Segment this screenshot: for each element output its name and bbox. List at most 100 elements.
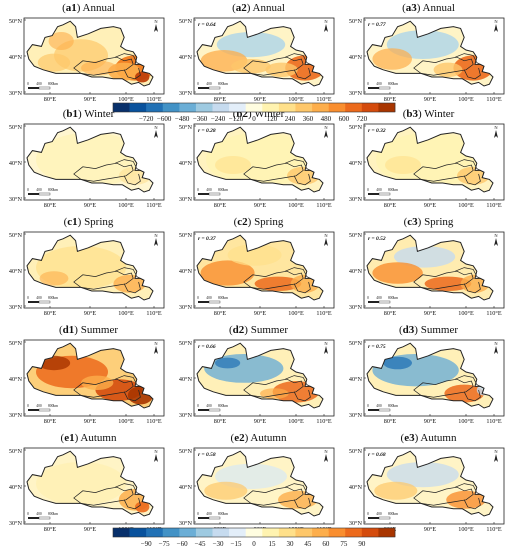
- lon-label: 100°E: [118, 418, 134, 424]
- lat-label: 40°N: [9, 268, 23, 275]
- subregion-outline: [115, 53, 145, 72]
- panel-title: (e2) Autumn: [230, 432, 287, 444]
- colorbar-swatch: [378, 103, 396, 112]
- colorbar-swatch: [113, 528, 130, 537]
- map-panel-d2: 50°N 40°N 30°N 80°E 90°E 100°E 110°E r = 0.66 N 0…: [179, 339, 335, 424]
- value-patch: [231, 59, 271, 74]
- lat-label: 50°N: [9, 232, 23, 239]
- subregion-outline: [463, 497, 481, 510]
- svg-text:400: 400: [376, 82, 382, 86]
- panel-title: (c2) Spring: [233, 216, 284, 228]
- colorbar-tick-label: 30: [286, 540, 294, 548]
- correlation-label: r = 0.37: [198, 236, 216, 242]
- lat-label: 30°N: [349, 196, 363, 203]
- subregion-outline: [115, 375, 145, 394]
- subregion-outline: [413, 162, 474, 182]
- svg-text:0: 0: [367, 296, 369, 300]
- lat-label: 30°N: [9, 90, 23, 97]
- lon-label: 90°E: [424, 418, 437, 424]
- map-panel-a2: 50°N 40°N 30°N 80°E 90°E 100°E 110°E r = 0.64 N 0…: [179, 17, 335, 102]
- value-patch: [215, 357, 241, 369]
- scale-bar: 0 400 800km: [27, 404, 58, 412]
- value-patch: [81, 375, 114, 390]
- colorbar-swatch: [179, 103, 197, 112]
- colorbar-swatch: [129, 528, 147, 537]
- map-panel-b1: 50°N 40°N 30°N 80°E 90°E 100°E 110°E N 0 400 800km: [9, 123, 165, 208]
- svg-text:800km: 800km: [218, 296, 228, 300]
- subregion-outline: [73, 486, 134, 506]
- subregion-outline: [413, 270, 474, 290]
- region-outline: [366, 126, 494, 193]
- value-patch: [444, 384, 484, 403]
- lon-label: 90°E: [254, 310, 267, 316]
- subregion-outline: [285, 483, 315, 502]
- lon-label: 110°E: [486, 526, 502, 532]
- panel-letter: c1: [67, 216, 78, 228]
- value-patch: [36, 132, 144, 187]
- scale-bar: 0 400 800km: [27, 512, 58, 520]
- north-arrow-icon: N: [494, 233, 498, 246]
- correlation-label: r = 0.77: [368, 22, 386, 28]
- colorbar-tick-label: 480: [321, 115, 332, 123]
- lat-label: 40°N: [349, 160, 363, 167]
- lat-label: 50°N: [179, 232, 193, 239]
- scale-bar: 0 400 800km: [197, 296, 228, 304]
- panel-title: (a3) Annual: [402, 2, 455, 14]
- value-patch: [385, 156, 421, 174]
- subregion-outline: [455, 159, 485, 178]
- map-panel-b3: 50°N 40°N 30°N 80°E 90°E 100°E 110°E r = 0.32 N 0…: [349, 123, 505, 208]
- subregion-outline: [285, 159, 315, 178]
- lon-label: 80°E: [214, 310, 227, 316]
- north-arrow-icon: N: [324, 449, 328, 462]
- subregion-outline: [243, 486, 304, 506]
- svg-text:800km: 800km: [388, 188, 398, 192]
- svg-text:800km: 800km: [388, 404, 398, 408]
- season-label: Summer: [250, 324, 288, 336]
- subregion-outline: [455, 375, 485, 394]
- region-outline: [26, 126, 154, 193]
- colorbar-annual: −720 −600 −480 −360 −240 −120 0 120 240 360 480 600…: [112, 102, 396, 123]
- colorbar-tick-label: −240: [211, 115, 226, 123]
- svg-text:0: 0: [367, 404, 369, 408]
- lat-label: 30°N: [9, 304, 23, 311]
- svg-text:N: N: [154, 125, 158, 130]
- panel-letter: a2: [235, 2, 247, 14]
- season-label: Spring: [424, 216, 454, 228]
- map-panel-a3: 50°N 40°N 30°N 80°E 90°E 100°E 110°E r = 0.77 N 0…: [349, 17, 505, 102]
- lat-label: 40°N: [349, 268, 363, 275]
- svg-text:N: N: [324, 19, 328, 24]
- lon-label: 90°E: [254, 202, 267, 208]
- svg-text:N: N: [324, 341, 328, 346]
- value-patch: [200, 260, 255, 286]
- scale-bar: 0 400 800km: [367, 188, 398, 196]
- lat-label: 30°N: [9, 520, 23, 527]
- colorbar-swatch: [378, 528, 396, 537]
- scale-bar: 0 400 800km: [27, 188, 58, 196]
- north-arrow-icon: N: [324, 341, 328, 354]
- lat-label: 40°N: [9, 484, 23, 491]
- lon-label: 90°E: [424, 202, 437, 208]
- value-patch: [215, 156, 251, 174]
- region-outline: [196, 342, 324, 409]
- colorbar-swatch: [278, 528, 296, 537]
- value-patch: [39, 271, 69, 286]
- lat-label: 50°N: [349, 18, 363, 25]
- subregion-outline: [243, 378, 304, 398]
- value-patch: [386, 462, 459, 488]
- svg-text:0: 0: [197, 404, 199, 408]
- panel-letter: e1: [64, 432, 75, 444]
- lat-label: 30°N: [349, 90, 363, 97]
- colorbar-tick-label: −480: [175, 115, 190, 123]
- svg-text:N: N: [154, 449, 158, 454]
- colorbar-tick-label: 15: [268, 540, 276, 548]
- svg-text:400: 400: [206, 512, 212, 516]
- season-label: Autumn: [80, 432, 117, 444]
- colorbar-tick-label: 120: [267, 115, 278, 123]
- lat-label: 30°N: [179, 90, 193, 97]
- season-label: Annual: [422, 2, 455, 14]
- region-outline: [366, 342, 494, 409]
- panel-letter: b2: [236, 108, 248, 120]
- lat-label: 50°N: [349, 232, 363, 239]
- region-outline: [26, 450, 154, 517]
